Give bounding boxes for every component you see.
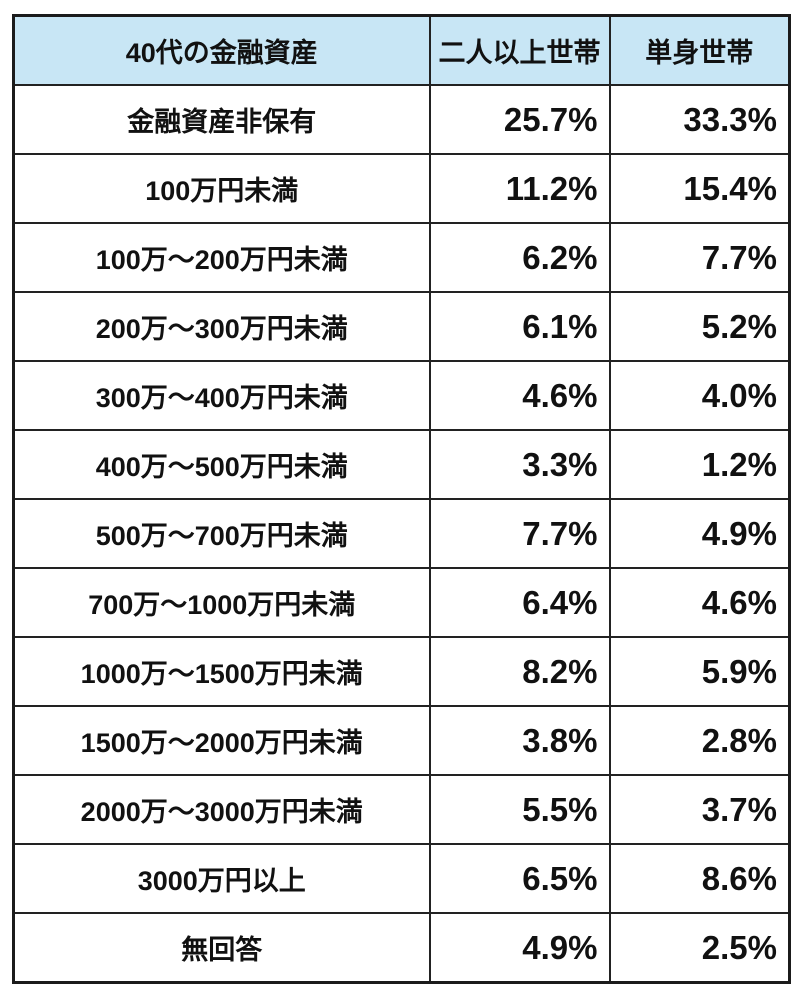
- table-row: 金融資産非保有 25.7% 33.3%: [12, 84, 791, 155]
- row-value-two-or-more: 6.1%: [428, 291, 611, 362]
- table-row: 100万円未満 11.2% 15.4%: [12, 153, 791, 224]
- row-label: 金融資産非保有: [12, 84, 431, 155]
- row-value-two-or-more: 5.5%: [428, 774, 611, 845]
- row-value-single: 4.0%: [608, 360, 791, 431]
- table-row: 1500万～2000万円未満 3.8% 2.8%: [12, 705, 791, 776]
- row-value-two-or-more: 7.7%: [428, 498, 611, 569]
- table-header: 40代の金融資産 二人以上世帯 単身世帯: [12, 14, 791, 86]
- table-row: 3000万円以上 6.5% 8.6%: [12, 843, 791, 914]
- row-value-two-or-more: 6.2%: [428, 222, 611, 293]
- table-body: 金融資産非保有 25.7% 33.3% 100万円未満 11.2% 15.4% …: [12, 84, 791, 984]
- header-cell-title: 40代の金融資産: [12, 14, 431, 86]
- row-label: 100万円未満: [12, 153, 431, 224]
- row-label: 100万～200万円未満: [12, 222, 431, 293]
- row-label: 200万～300万円未満: [12, 291, 431, 362]
- row-label: 400万～500万円未満: [12, 429, 431, 500]
- table-row: 500万～700万円未満 7.7% 4.9%: [12, 498, 791, 569]
- row-value-single: 5.2%: [608, 291, 791, 362]
- row-label: 無回答: [12, 912, 431, 984]
- table-row: 400万～500万円未満 3.3% 1.2%: [12, 429, 791, 500]
- row-label: 2000万～3000万円未満: [12, 774, 431, 845]
- table-row: 300万～400万円未満 4.6% 4.0%: [12, 360, 791, 431]
- row-label: 300万～400万円未満: [12, 360, 431, 431]
- row-value-two-or-more: 3.3%: [428, 429, 611, 500]
- header-cell-two-or-more-households: 二人以上世帯: [428, 14, 611, 86]
- row-label: 500万～700万円未満: [12, 498, 431, 569]
- row-value-two-or-more: 6.5%: [428, 843, 611, 914]
- row-label: 3000万円以上: [12, 843, 431, 914]
- table-row: 2000万～3000万円未満 5.5% 3.7%: [12, 774, 791, 845]
- row-value-single: 33.3%: [608, 84, 791, 155]
- row-value-two-or-more: 6.4%: [428, 567, 611, 638]
- table-row: 100万～200万円未満 6.2% 7.7%: [12, 222, 791, 293]
- row-value-single: 7.7%: [608, 222, 791, 293]
- row-value-two-or-more: 8.2%: [428, 636, 611, 707]
- row-value-single: 4.9%: [608, 498, 791, 569]
- row-value-two-or-more: 4.9%: [428, 912, 611, 984]
- header-row: 40代の金融資産 二人以上世帯 単身世帯: [12, 14, 791, 86]
- row-value-two-or-more: 4.6%: [428, 360, 611, 431]
- table-row: 無回答 4.9% 2.5%: [12, 912, 791, 984]
- row-value-single: 2.5%: [608, 912, 791, 984]
- row-value-single: 8.6%: [608, 843, 791, 914]
- row-label: 1500万～2000万円未満: [12, 705, 431, 776]
- row-value-single: 4.6%: [608, 567, 791, 638]
- row-value-single: 3.7%: [608, 774, 791, 845]
- row-value-single: 5.9%: [608, 636, 791, 707]
- row-value-single: 1.2%: [608, 429, 791, 500]
- row-value-two-or-more: 3.8%: [428, 705, 611, 776]
- row-label: 700万～1000万円未満: [12, 567, 431, 638]
- row-value-single: 2.8%: [608, 705, 791, 776]
- table-row: 700万～1000万円未満 6.4% 4.6%: [12, 567, 791, 638]
- row-value-single: 15.4%: [608, 153, 791, 224]
- table-row: 1000万～1500万円未満 8.2% 5.9%: [12, 636, 791, 707]
- row-value-two-or-more: 25.7%: [428, 84, 611, 155]
- row-label: 1000万～1500万円未満: [12, 636, 431, 707]
- row-value-two-or-more: 11.2%: [428, 153, 611, 224]
- financial-assets-table: 40代の金融資産 二人以上世帯 単身世帯 金融資産非保有 25.7% 33.3%…: [12, 14, 791, 984]
- table-row: 200万～300万円未満 6.1% 5.2%: [12, 291, 791, 362]
- header-cell-single-households: 単身世帯: [608, 14, 791, 86]
